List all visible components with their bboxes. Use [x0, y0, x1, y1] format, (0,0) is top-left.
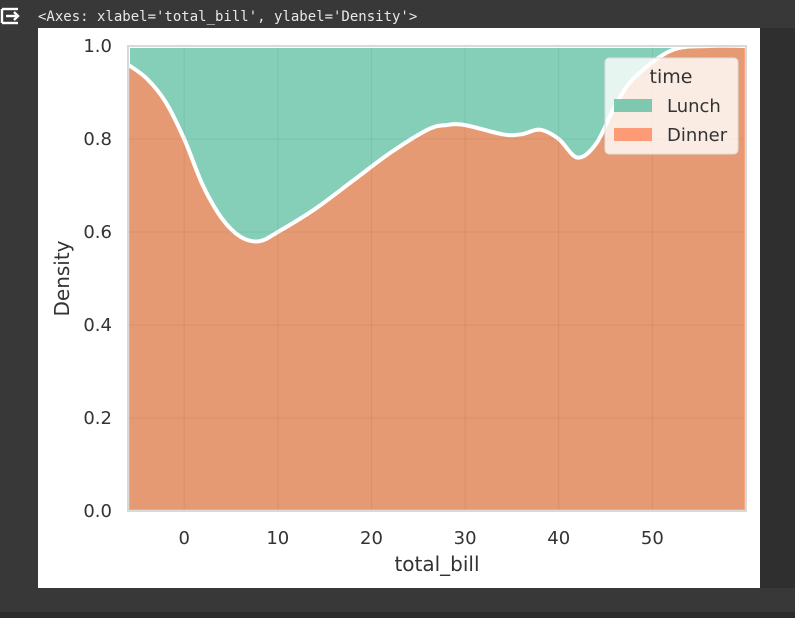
x-tick-label: 0: [178, 528, 189, 549]
x-tick-label: 10: [266, 528, 289, 549]
legend-swatch-dinner: [614, 128, 652, 141]
axes-frame: [127, 45, 747, 512]
tick-layer: 0 10 20 30 40 50 0.0 0.2 0.4 0.6 0.8 1.0: [83, 36, 663, 549]
legend-label-lunch: Lunch: [667, 96, 721, 117]
y-tick-label: 0.6: [83, 222, 112, 243]
output-header: <Axes: xlabel='total_bill', ylabel='Dens…: [0, 0, 795, 30]
output-collapse-icon[interactable]: [0, 6, 22, 26]
cell-divider: [0, 612, 795, 618]
output-repr-text: <Axes: xlabel='total_bill', ylabel='Dens…: [38, 9, 418, 25]
y-tick-label: 0.0: [83, 501, 112, 522]
legend-swatch-lunch: [614, 99, 652, 112]
legend: time Lunch Dinner: [604, 57, 739, 155]
x-axis-label: total_bill: [394, 552, 479, 576]
y-tick-label: 0.4: [83, 315, 112, 336]
legend-title: time: [650, 66, 693, 88]
scroll-gutter: [760, 28, 795, 588]
area-layer: [126, 43, 748, 513]
y-tick-label: 0.2: [83, 408, 112, 429]
area-dinner: [128, 45, 746, 512]
density-chart: 0 10 20 30 40 50 0.0 0.2 0.4 0.6 0.8 1.0 total_bill…: [50, 36, 748, 576]
x-tick-label: 20: [360, 528, 383, 549]
legend-label-dinner: Dinner: [667, 125, 728, 146]
x-tick-label: 30: [454, 528, 477, 549]
y-axis-label: Density: [50, 240, 74, 316]
x-tick-label: 50: [641, 528, 664, 549]
x-tick-label: 40: [547, 528, 570, 549]
plot-output: 0 10 20 30 40 50 0.0 0.2 0.4 0.6 0.8 1.0 total_bill…: [38, 28, 760, 588]
y-tick-label: 0.8: [83, 129, 112, 150]
y-tick-label: 1.0: [83, 36, 112, 57]
